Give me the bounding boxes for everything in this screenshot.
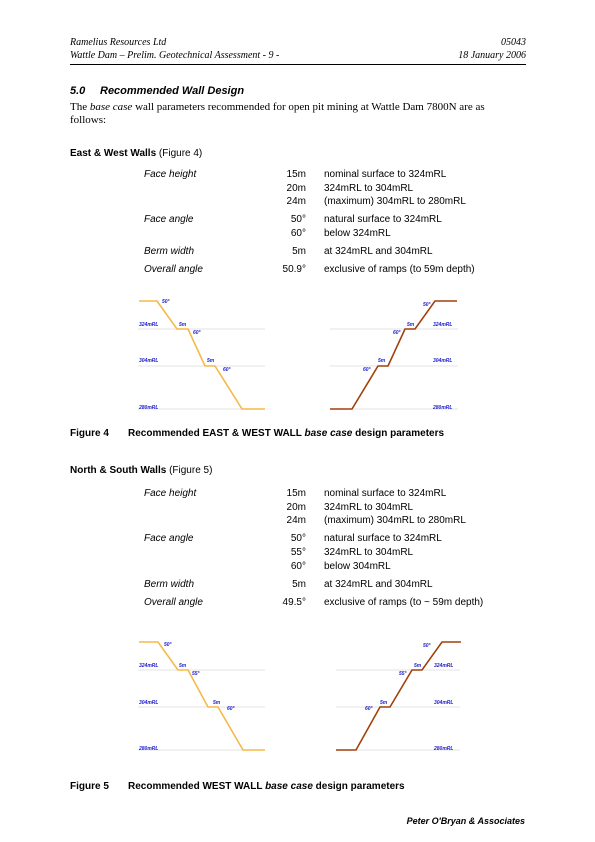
level-label: 304mRL — [434, 700, 453, 706]
ns-desc: (maximum) 304mRL to 280mRL — [324, 515, 466, 526]
ns-value: 50° — [290, 533, 306, 544]
angle-label: 55° — [192, 671, 201, 677]
ew-value: 15m — [286, 169, 306, 180]
level-label: 324mRL — [139, 322, 158, 328]
ns-desc: below 304mRL — [324, 561, 391, 572]
header-rule — [70, 64, 526, 65]
level-label: 324mRL — [139, 663, 158, 669]
level-label: 280mRL — [433, 746, 453, 752]
ew-label: Face angle — [144, 214, 194, 225]
header-date: 18 January 2006 — [458, 50, 526, 61]
angle-label: 50° — [164, 642, 173, 648]
berm-label: 5m — [378, 358, 386, 364]
ew-heading: East & West Walls (Figure 4) — [70, 148, 203, 159]
angle-label: 60° — [193, 330, 202, 336]
level-label: 304mRL — [139, 700, 158, 706]
section-title: Recommended Wall Design — [100, 85, 245, 97]
ns-value: 15m — [286, 488, 306, 499]
ew-desc: natural surface to 324mRL — [324, 214, 442, 225]
level-label: 304mRL — [433, 358, 452, 364]
angle-label: 50° — [423, 302, 432, 308]
ew-desc: below 324mRL — [324, 228, 391, 239]
ew-right-wall-profile — [330, 300, 457, 410]
berm-label: 5m — [407, 322, 415, 328]
ew-value: 20m — [286, 183, 306, 194]
header-company: Ramelius Resources Ltd — [70, 37, 167, 48]
ns-value: 20m — [286, 502, 306, 513]
level-label: 324mRL — [434, 663, 453, 669]
ew-value: 24m — [286, 196, 306, 207]
ew-label: Overall angle — [144, 264, 203, 275]
ns-label: Face height — [144, 488, 197, 499]
angle-label: 60° — [393, 330, 402, 336]
ns-value: 55° — [290, 547, 306, 558]
ns-value: 49.5° — [282, 597, 306, 608]
angle-label: 50° — [162, 299, 171, 305]
level-label: 304mRL — [139, 358, 158, 364]
ew-value: 60° — [290, 228, 306, 239]
ns-left-wall-profile — [139, 641, 265, 751]
figure-4-caption: Recommended EAST & WEST WALL base case d… — [128, 428, 445, 439]
ns-label: Overall angle — [144, 597, 203, 608]
figure-4-number: Figure 4 — [70, 428, 109, 439]
intro-emphasis: base case — [89, 101, 133, 113]
ns-value: 60° — [290, 561, 306, 572]
header-doc-number: 05043 — [501, 37, 526, 48]
level-label: 280mRL — [138, 746, 158, 752]
berm-label: 5m — [179, 663, 187, 669]
ew-value: 5m — [292, 246, 306, 257]
angle-label: 60° — [365, 706, 374, 712]
figure-5-number: Figure 5 — [70, 781, 109, 792]
angle-label: 55° — [399, 671, 408, 677]
ew-value: 50.9° — [282, 264, 306, 275]
intro-paragraph: The base case wall parameters recommende… — [70, 101, 485, 126]
berm-label: 5m — [414, 663, 422, 669]
ew-label: Face height — [144, 169, 197, 180]
level-label: 324mRL — [433, 322, 452, 328]
header-subtitle: Wattle Dam – Prelim. Geotechnical Assess… — [70, 50, 280, 61]
ew-desc: 324mRL to 304mRL — [324, 183, 414, 194]
berm-label: 5m — [179, 322, 187, 328]
angle-label: 60° — [227, 706, 236, 712]
angle-label: 60° — [363, 367, 372, 373]
ew-label: Berm width — [144, 246, 195, 257]
ns-heading: North & South Walls (Figure 5) — [70, 465, 213, 476]
berm-label: 5m — [380, 700, 388, 706]
ns-desc: 324mRL to 304mRL — [324, 502, 414, 513]
ew-desc: at 324mRL and 304mRL — [324, 246, 433, 257]
ns-desc: 324mRL to 304mRL — [324, 547, 414, 558]
ns-desc: nominal surface to 324mRL — [324, 488, 447, 499]
ns-right-wall-profile — [336, 641, 461, 751]
ew-desc: exclusive of ramps (to 59m depth) — [324, 264, 475, 275]
angle-label: 50° — [423, 643, 432, 649]
berm-label: 5m — [213, 700, 221, 706]
footer-author: Peter O'Bryan & Associates — [406, 816, 525, 826]
level-label: 280mRL — [432, 405, 452, 411]
figure-5-caption: Recommended WEST WALL base case design p… — [128, 781, 405, 792]
ew-desc: nominal surface to 324mRL — [324, 169, 447, 180]
ns-desc: exclusive of ramps (to ~ 59m depth) — [324, 597, 484, 608]
level-label: 280mRL — [138, 405, 158, 411]
ns-label: Berm width — [144, 579, 195, 590]
ns-desc: natural surface to 324mRL — [324, 533, 442, 544]
ew-left-wall-profile — [139, 300, 265, 410]
ew-value: 50° — [290, 214, 306, 225]
ns-value: 5m — [292, 579, 306, 590]
ns-label: Face angle — [144, 533, 194, 544]
ns-desc: at 324mRL and 304mRL — [324, 579, 433, 590]
ns-value: 24m — [286, 515, 306, 526]
berm-label: 5m — [207, 358, 215, 364]
angle-label: 60° — [223, 367, 232, 373]
section-number: 5.0 — [70, 85, 86, 97]
ew-desc: (maximum) 304mRL to 280mRL — [324, 196, 466, 207]
